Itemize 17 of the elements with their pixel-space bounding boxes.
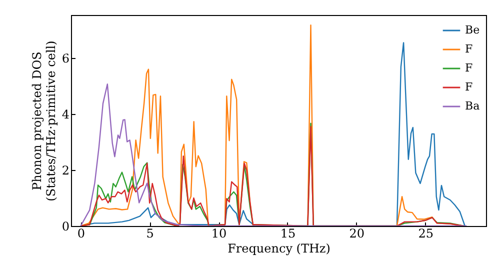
- legend-label: F: [465, 42, 473, 56]
- x-axis-title: Frequency (THz): [228, 242, 330, 256]
- legend-label: Be: [465, 24, 480, 36]
- y-tick-label: 4: [62, 108, 70, 122]
- x-tick-label: 0: [77, 226, 85, 240]
- x-tick-label: 5: [146, 226, 154, 240]
- legend-label: Ba: [465, 100, 480, 112]
- x-tick-label: 25: [418, 226, 434, 240]
- legend-label: F: [465, 62, 473, 74]
- y-tick-label: 6: [62, 52, 70, 66]
- x-tick-label: 15: [280, 226, 296, 240]
- legend-label: F: [465, 80, 473, 94]
- x-tick-label: 20: [349, 226, 365, 240]
- x-tick-label: 10: [211, 226, 227, 240]
- y-axis-title: Phonon projected DOS (States/THz·primitive cell): [30, 40, 58, 202]
- line-series: [80, 84, 468, 226]
- y-tick-label: 2: [62, 164, 70, 178]
